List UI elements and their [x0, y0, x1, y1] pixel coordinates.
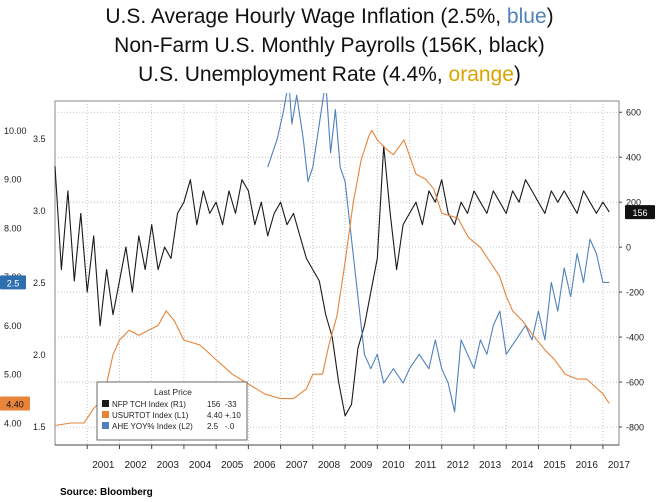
chart-canvas: 2001 2002 2003 2004 2005 2006 2007 2008 2009 2010… — [0, 93, 655, 471]
badge-unemployment — [0, 396, 30, 411]
title-line-wage: U.S. Average Hourly Wage Inflation (2.5%… — [105, 5, 554, 28]
chart-title: U.S. Average Hourly Wage Inflation (2.5%… — [0, 2, 659, 89]
badge-wage-label: 2.5 — [7, 278, 20, 288]
legend-swatch — [102, 422, 109, 429]
x-tick-label: 2002 — [124, 460, 147, 471]
left-inner-tick-label: 2.5 — [33, 278, 46, 288]
legend-swatch — [102, 400, 109, 407]
source-note: Source: Bloomberg — [60, 487, 153, 498]
x-tick-label: 2017 — [608, 460, 631, 471]
x-tick-label: 2008 — [318, 460, 341, 471]
x-tick-label: 2014 — [511, 460, 534, 471]
title-line-payrolls: Non-Farm U.S. Monthly Payrolls (156K, bl… — [114, 34, 545, 57]
legend-entry-last: 2.5 — [207, 422, 219, 431]
x-tick-label: 2011 — [415, 460, 437, 471]
left-outer-tick-label: 4.00 — [4, 419, 22, 429]
series-line-nfp-tch-index — [54, 145, 610, 417]
badge-payrolls-label: 156 — [632, 208, 647, 218]
x-tick-label: 2004 — [189, 460, 212, 471]
right-axis: 600 400 200 0 -200 -400 -600 -800 — [619, 108, 644, 433]
x-axis: 2001 2002 2003 2004 2005 2006 2007 2008 2009 2010… — [55, 444, 631, 471]
last-value-badges: 156 2.5 4.40 — [0, 205, 655, 411]
left-outer-tick-label: 8.00 — [4, 223, 22, 233]
right-tick-label: 400 — [626, 153, 641, 163]
title-highlight-orange: orange — [448, 63, 514, 86]
series-lines — [54, 93, 610, 427]
legend-swatch — [102, 411, 109, 418]
left-outer-tick-label: 9.00 — [4, 175, 22, 185]
right-tick-label: -200 — [626, 288, 644, 298]
x-tick-label: 2001 — [92, 460, 115, 471]
legend-entry-change: -33 — [225, 400, 237, 409]
legend-entry-change: -.0 — [225, 422, 235, 431]
left-outer-tick-label: 10.00 — [4, 126, 27, 136]
right-tick-label: -400 — [626, 333, 644, 343]
x-tick-label: 2006 — [253, 460, 276, 471]
left-inner-axis: 3.5 3.0 2.5 2.0 1.5 — [33, 134, 46, 432]
left-inner-tick-label: 3.0 — [33, 206, 46, 216]
legend-title: Last Price — [154, 387, 192, 397]
legend-box — [96, 381, 248, 441]
left-inner-tick-label: 2.0 — [33, 350, 46, 360]
legend-entry-name: NFP TCH Index (R1) — [112, 400, 186, 409]
legend-entry-name: USURTOT Index (L1) — [112, 411, 189, 420]
legend-entry-last: 4.40 — [207, 411, 223, 420]
right-tick-label: -600 — [626, 378, 644, 388]
x-tick-label: 2013 — [479, 460, 502, 471]
series-line-usurtot-index — [54, 129, 610, 427]
legend-entry-change: +.10 — [225, 411, 241, 420]
title-highlight-blue: blue — [506, 5, 547, 28]
x-tick-label: 2007 — [286, 460, 309, 471]
right-tick-label: 600 — [626, 108, 641, 118]
series-line-ahe-yoy-index — [267, 93, 610, 413]
legend: Last Price NFP TCH Index (R1) 156 -33 USURTO… — [96, 381, 248, 441]
x-tick-label: 2005 — [221, 460, 244, 471]
x-tick-label: 2012 — [447, 460, 470, 471]
x-tick-label: 2009 — [350, 460, 373, 471]
x-tick-label: 2015 — [543, 460, 566, 471]
right-tick-label: 0 — [626, 243, 631, 253]
right-tick-label: -800 — [626, 423, 644, 433]
badge-wage — [0, 275, 26, 290]
x-tick-label: 2016 — [576, 460, 599, 471]
title-line-unemployment: U.S. Unemployment Rate (4.4%, orange) — [138, 63, 521, 86]
left-inner-tick-label: 1.5 — [33, 422, 46, 432]
right-tick-label: 200 — [626, 198, 641, 208]
left-outer-tick-label: 6.00 — [4, 321, 22, 331]
badge-unemployment-label: 4.40 — [6, 400, 24, 410]
left-outer-tick-label: 5.00 — [4, 370, 22, 380]
badge-payrolls — [625, 205, 655, 220]
x-tick-label: 2003 — [157, 460, 180, 471]
x-tick-label: 2010 — [382, 460, 405, 471]
legend-entry-last: 156 — [207, 400, 221, 409]
left-inner-tick-label: 3.5 — [33, 134, 46, 144]
legend-entry-name: AHE YOY% Index (L2) — [112, 422, 193, 431]
